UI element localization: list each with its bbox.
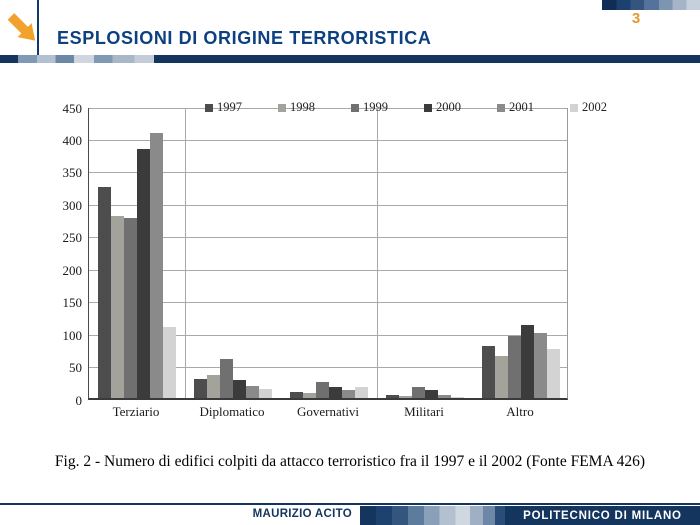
bar [399, 396, 412, 398]
x-category-label: Governativi [296, 404, 360, 419]
footer-line [0, 503, 700, 505]
y-tick-label: 100 [62, 327, 83, 343]
bar-group [281, 106, 377, 398]
bar [233, 379, 246, 398]
x-category-label: Altro [506, 404, 534, 419]
legend-label: 2002 [582, 100, 607, 114]
down-right-arrow-icon [7, 13, 36, 41]
bar [329, 386, 342, 398]
bar [163, 326, 176, 398]
bar [303, 392, 316, 398]
gridline [89, 237, 567, 239]
y-tick-label: 50 [69, 360, 82, 376]
y-tick-label: 400 [62, 132, 83, 148]
bar [342, 389, 355, 398]
legend-swatch [351, 103, 359, 112]
legend-swatch [205, 103, 213, 112]
gridline-vertical [377, 108, 378, 398]
legend-item: 2000 [424, 100, 461, 115]
legend-swatch [278, 103, 286, 112]
legend-label: 1999 [363, 100, 388, 114]
bar [412, 386, 425, 398]
gridline [89, 172, 567, 174]
bar [316, 381, 329, 398]
bar [438, 395, 451, 398]
gridline [89, 269, 567, 271]
x-category-label: Terziario [112, 404, 160, 419]
bar [150, 133, 163, 398]
footer-gradient-bar [360, 506, 505, 525]
bar [355, 386, 368, 398]
bar [508, 336, 521, 398]
legend-swatch [424, 103, 432, 112]
bar [425, 390, 438, 398]
plot-area [88, 108, 568, 400]
gridline-vertical [185, 108, 186, 398]
gridline [89, 139, 567, 141]
gridline [89, 204, 567, 206]
x-category-label: Militari [404, 404, 444, 419]
legend-swatch [497, 103, 505, 112]
bar [386, 394, 399, 398]
page-title: ESPLOSIONI DI ORIGINE TERRORISTICA [57, 28, 432, 48]
y-tick-label: 0 [75, 392, 83, 408]
bar [259, 388, 272, 398]
bar [246, 386, 259, 398]
figure-caption: Fig. 2 - Numero di edifici colpiti da at… [54, 453, 646, 470]
legend-item: 1998 [278, 100, 315, 115]
bar [220, 359, 233, 398]
legend-label: 1997 [217, 100, 242, 114]
bar-chart: 1997 1998 1999 2000 2001 2002 0 50 100 150 200 250… [50, 92, 640, 444]
bar [111, 216, 124, 398]
slide-number: 3 [631, 10, 641, 27]
legend-label: 2001 [509, 100, 534, 114]
y-tick-label: 150 [62, 295, 83, 311]
bar-group [185, 106, 281, 398]
bar [207, 375, 220, 398]
y-tick-label: 250 [62, 230, 83, 246]
bar [534, 333, 547, 398]
y-tick-label: 450 [62, 100, 83, 116]
logo [6, 6, 37, 48]
gridline [89, 367, 567, 369]
y-tick-label: 200 [62, 262, 83, 278]
x-category-label: Diplomatico [199, 404, 265, 419]
bar [137, 149, 150, 398]
footer-author: MAURIZIO ACITO [252, 508, 352, 520]
legend-item: 2001 [497, 100, 534, 115]
bar [521, 324, 534, 398]
bar [98, 187, 111, 398]
bar [194, 378, 207, 398]
bar [290, 391, 303, 398]
bar-group [473, 106, 569, 398]
legend-item: 2002 [570, 100, 607, 115]
footer-institution-bar: POLITECNICO DI MILANO [505, 506, 700, 525]
footer-institution: POLITECNICO DI MILANO [523, 509, 682, 522]
legend-item: 1999 [351, 100, 388, 115]
corner-gradient-bar [602, 0, 700, 10]
bar [124, 217, 137, 398]
x-axis-labels: Terziario Diplomatico Governativi Militari A… [88, 404, 568, 420]
gridline [89, 334, 567, 336]
y-tick-label: 300 [62, 197, 83, 213]
header-divider [37, 0, 39, 55]
bar-group [89, 106, 185, 398]
bar [547, 349, 560, 398]
legend-label: 2000 [436, 100, 461, 114]
bar [482, 346, 495, 398]
bar [451, 396, 464, 398]
legend-item: 1997 [205, 100, 242, 115]
y-tick-label: 350 [62, 165, 83, 181]
gridline [89, 108, 567, 109]
y-axis-labels: 0 50 100 150 200 250 300 350 400 450 [50, 101, 84, 408]
chart-legend: 1997 1998 1999 2000 2001 2002 [205, 100, 607, 115]
gridline [89, 302, 567, 304]
bar [495, 355, 508, 398]
legend-label: 1998 [290, 100, 315, 114]
header-band [0, 55, 700, 63]
legend-swatch [570, 103, 578, 112]
bar-group [377, 106, 473, 398]
